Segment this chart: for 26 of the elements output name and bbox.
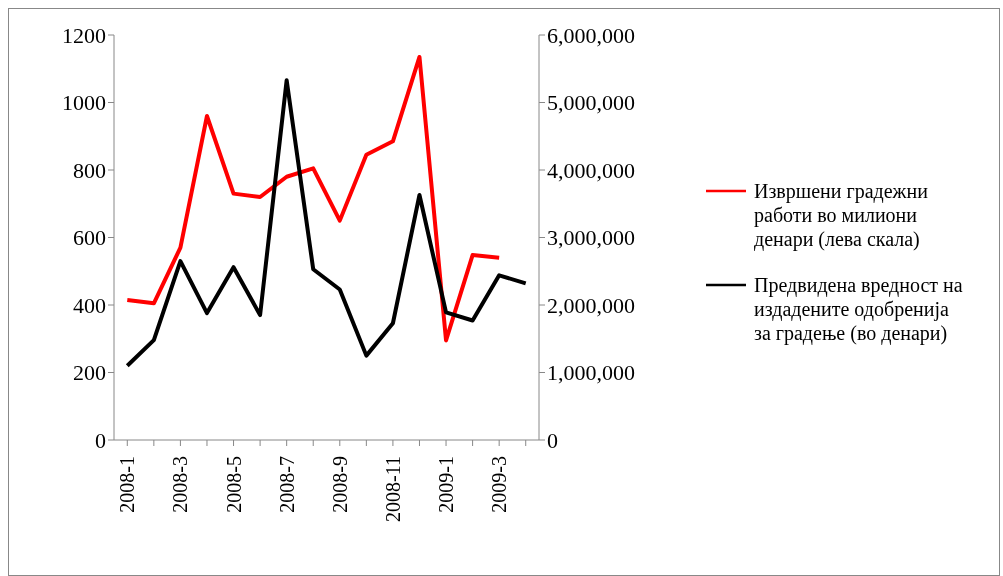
y2-tick-label: 3,000,000 xyxy=(547,225,635,251)
legend-label: Предвидена вредност на издадените одобренија за градење (во денари) xyxy=(754,273,964,345)
x-tick-label: 2008-1 xyxy=(116,456,139,513)
y-tick-label: 1200 xyxy=(62,22,106,48)
y2-tick-label: 6,000,000 xyxy=(547,22,635,48)
legend-label: Извршени градежни работи во милиони денари (лева скала) xyxy=(754,179,929,251)
y-tick-label: 1000 xyxy=(62,90,106,116)
y-tick-label: 200 xyxy=(73,360,106,386)
y2-tick-label: 1,000,000 xyxy=(547,360,635,386)
y-tick-label: 800 xyxy=(73,157,106,183)
line-series xyxy=(125,78,528,368)
x-tick-label: 2009-1 xyxy=(435,456,458,513)
x-tick-label: 2008-9 xyxy=(328,456,351,513)
x-tick-label: 2008-11 xyxy=(381,456,404,522)
y-tick-label: 600 xyxy=(73,225,106,251)
y2-tick-label: 4,000,000 xyxy=(547,157,635,183)
x-tick-label: 2008-5 xyxy=(222,456,245,513)
line-series xyxy=(125,54,502,343)
x-tick-label: 2008-7 xyxy=(275,456,298,513)
y2-tick-label: 2,000,000 xyxy=(547,292,635,318)
y2-tick-label: 5,000,000 xyxy=(547,90,635,116)
x-tick-label: 2008-3 xyxy=(169,456,192,513)
y-tick-label: 0 xyxy=(95,427,106,453)
y-tick-label: 400 xyxy=(73,292,106,318)
x-tick-label: 2009-3 xyxy=(488,456,511,513)
y2-tick-label: 0 xyxy=(547,427,558,453)
